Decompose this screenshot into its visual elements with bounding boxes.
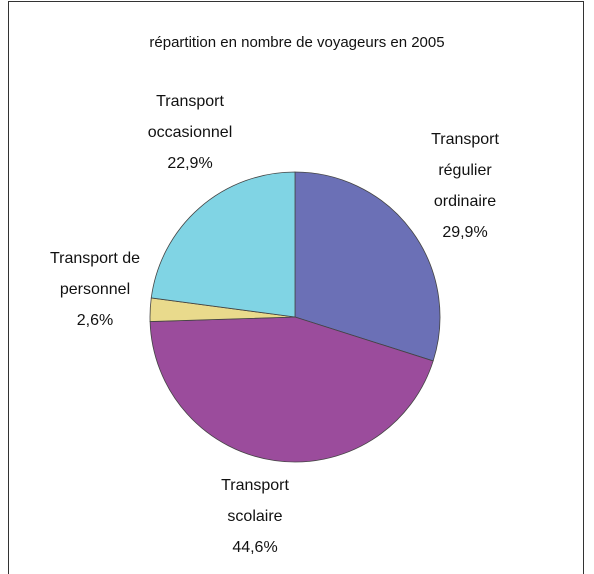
slice-label: Transport régulier ordinaire 29,9%: [410, 124, 520, 248]
category-label: Transport de personnel: [49, 250, 141, 298]
pie-slice: [150, 171, 296, 318]
slice-label: Transport scolaire 44,6%: [195, 470, 315, 563]
slice-label: Transport occasionnel 22,9%: [120, 86, 260, 179]
slice-label: Transport de personnel 2,6%: [40, 243, 150, 336]
pie-slice: [149, 316, 434, 463]
pie-slice: [294, 171, 441, 362]
value-label: 22,9%: [167, 155, 213, 172]
value-label: 2,6%: [76, 312, 114, 329]
value-label: 44,6%: [232, 539, 278, 556]
category-label: Transport régulier ordinaire: [431, 131, 499, 210]
value-label: 29,9%: [442, 224, 488, 241]
category-label: Transport occasionnel: [147, 93, 233, 141]
category-label: Transport scolaire: [221, 477, 289, 525]
chart-title: répartition en nombre de voyageurs en 20…: [149, 34, 445, 51]
